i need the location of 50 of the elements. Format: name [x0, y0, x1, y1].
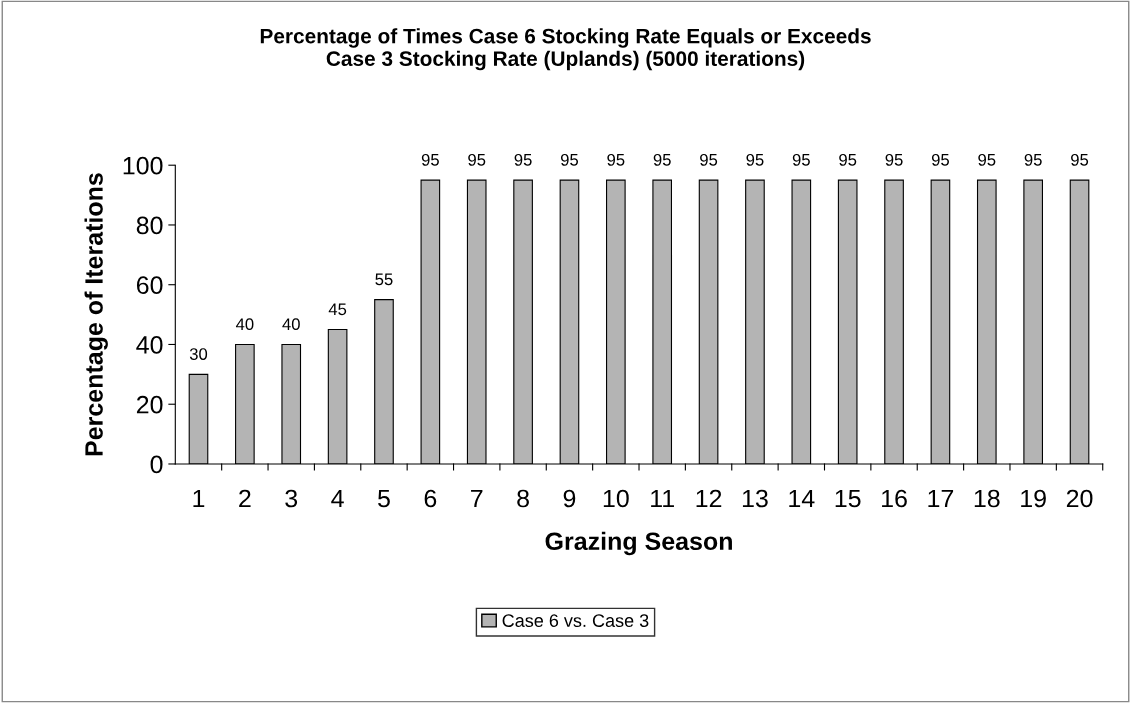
y-axis-title: Percentage of Iterations [84, 173, 108, 456]
data-label: 95 [839, 153, 857, 166]
data-label: 95 [931, 153, 949, 166]
x-tick-label: 10 [603, 489, 629, 508]
data-label: 95 [1024, 153, 1042, 166]
data-label: 95 [514, 153, 532, 166]
data-label: 45 [328, 303, 347, 316]
x-tick-label: 6 [424, 489, 437, 508]
x-tick-label: 2 [239, 489, 251, 508]
y-tick-label: 60 [136, 276, 163, 295]
y-tick-label: 80 [136, 216, 163, 235]
data-label: 95 [653, 153, 671, 166]
data-label: 30 [189, 348, 208, 360]
x-tick-label: 13 [742, 489, 768, 508]
x-tick-label: 7 [471, 489, 483, 508]
x-tick-label: 1 [193, 489, 205, 508]
data-label: 95 [792, 153, 810, 166]
data-label: 40 [235, 318, 254, 331]
data-label: 95 [1071, 153, 1089, 166]
y-tick-label: 40 [136, 336, 163, 354]
x-tick-label: 8 [517, 489, 529, 508]
x-tick-label: 20 [1066, 489, 1093, 508]
y-tick-label: 0 [150, 455, 163, 474]
data-label: 55 [375, 273, 393, 286]
x-tick-label: 19 [1021, 489, 1046, 508]
y-tick-label: 100 [123, 156, 163, 175]
data-label: 95 [978, 153, 996, 166]
y-tick-label: 20 [136, 395, 163, 414]
x-tick-label: 14 [789, 489, 815, 508]
x-axis-title: Grazing Season [545, 531, 732, 556]
x-tick-label: 3 [285, 489, 298, 508]
x-tick-label: 9 [563, 489, 576, 508]
chart-title: Percentage of Times Case 6 Stocking Rate Equals or Exceeds Case 3 Stocking Rate (Uplands) (5000 iterations) [260, 28, 871, 71]
x-tick-label: 12 [696, 489, 722, 508]
x-tick-label: 11 [651, 489, 674, 508]
x-tick-label: 15 [835, 489, 861, 508]
data-label: 95 [885, 153, 903, 166]
legend-label: Case 6 vs. Case 3 [502, 614, 649, 627]
data-label: 95 [560, 153, 579, 166]
data-label: 40 [282, 318, 300, 331]
data-label: 95 [700, 153, 718, 166]
x-tick-label: 18 [974, 489, 1000, 508]
data-label: 95 [746, 153, 764, 166]
x-tick-label: 4 [331, 489, 344, 508]
x-tick-label: 16 [882, 489, 907, 508]
data-label: 95 [468, 153, 486, 166]
data-label: 95 [607, 153, 625, 166]
data-label: 95 [421, 153, 439, 166]
x-tick-label: 5 [378, 489, 390, 508]
x-tick-label: 17 [928, 489, 954, 508]
